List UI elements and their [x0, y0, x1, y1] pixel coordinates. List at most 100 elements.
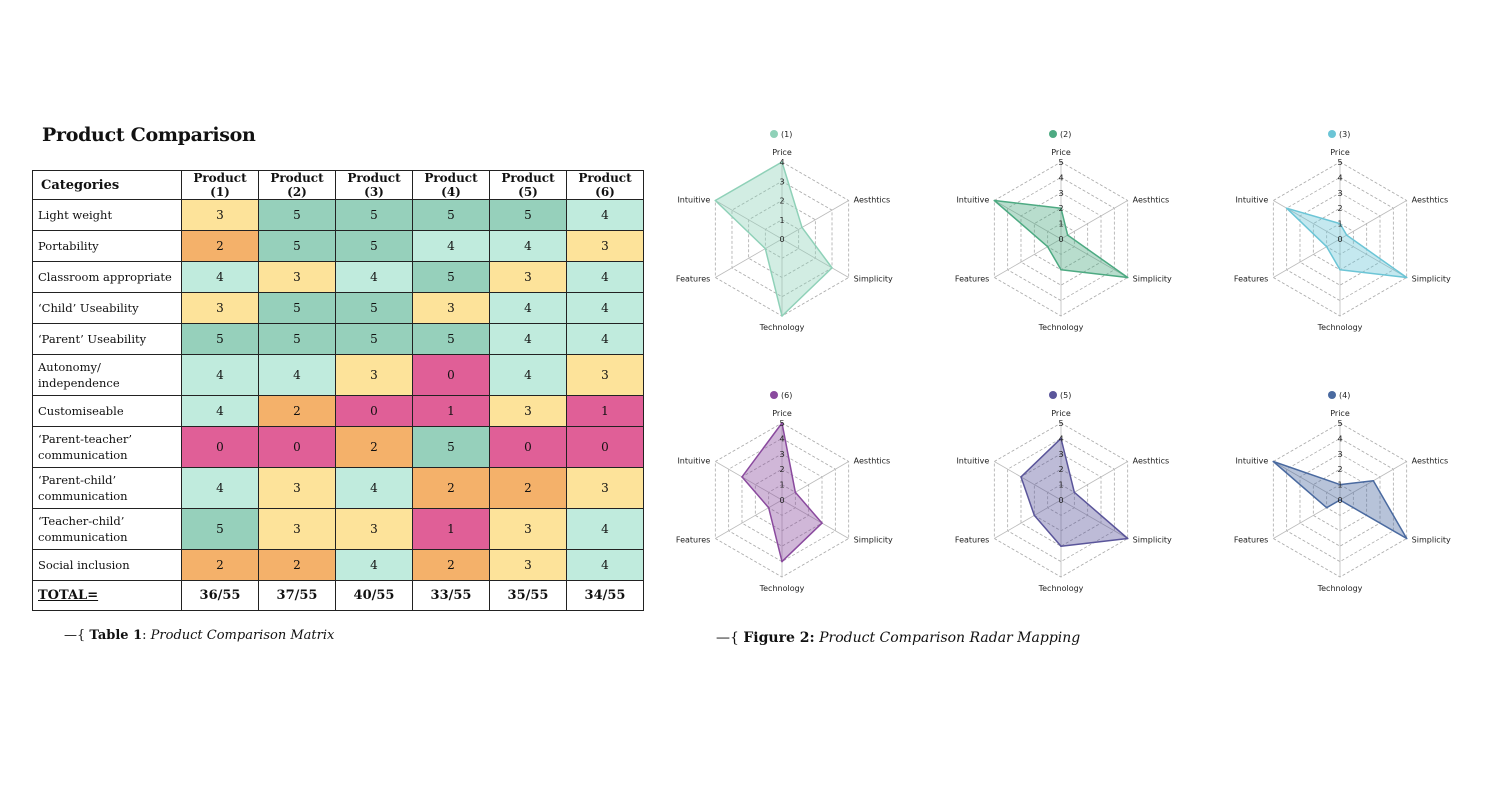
radar-axis-label: Price [1051, 409, 1071, 418]
radar-chart-1: 0 1 2 3 4 Price Aesthtics Simplicity Technology F… [657, 122, 907, 362]
row-category-label: Classroom appropriate [32, 261, 182, 293]
table-row: Customiseable 4 2 0 1 3 1 [32, 395, 644, 427]
row-category-label: ‘Parent-child’ communication [32, 467, 182, 509]
radar-tick-label: 1 [1058, 481, 1063, 490]
table-body: Light weight 3 5 5 5 5 4 Portability 2 5 5 4 4 3 Class… [32, 199, 644, 611]
caption-sep: : [142, 628, 151, 643]
radar-axis-line [994, 499, 1062, 539]
radar-data-point [764, 247, 767, 250]
radar-tick-label: 1 [1058, 220, 1063, 229]
score-cell: 4 [335, 467, 413, 509]
legend-label: (5) [1060, 391, 1071, 400]
radar-data-point [1325, 245, 1328, 248]
row-category-label: ‘Parent’ Useability [32, 323, 182, 355]
legend-label: (1) [781, 130, 792, 139]
score-cell: 5 [412, 199, 490, 231]
row-category-label: ‘Teacher-child’ communication [32, 508, 182, 550]
radar-axis-line [715, 461, 783, 501]
row-category-label: Autonomy/ independence [32, 354, 182, 396]
score-cell: 4 [489, 292, 567, 324]
score-cell: 4 [181, 395, 259, 427]
score-cell: 4 [335, 261, 413, 293]
radar-axis-label: Aesthtics [1412, 457, 1449, 466]
radar-tick-label: 2 [779, 197, 784, 206]
radar-data-point [1060, 207, 1062, 209]
radar-data-point [1020, 476, 1022, 478]
caption-prefix: —{ [64, 628, 90, 643]
score-cell: 3 [489, 549, 567, 581]
radar-axis-label: Technology [1038, 584, 1084, 593]
legend-label: (4) [1339, 391, 1350, 400]
table-row: Light weight 3 5 5 5 5 4 [32, 199, 644, 231]
radar-axis-label: Technology [1317, 323, 1363, 332]
radar-tick-label: 1 [1337, 481, 1342, 490]
radar-axis-label: Price [772, 148, 792, 157]
radar-axis-label: Technology [759, 584, 805, 593]
radar-axis-label: Simplicity [1133, 536, 1172, 545]
table-row: Autonomy/ independence 4 4 3 0 4 3 [32, 354, 644, 396]
score-cell: 4 [489, 354, 567, 396]
row-category-label: Portability [32, 230, 182, 262]
radar-tick-label: 1 [1337, 220, 1342, 229]
product-comparison-table: Categories Product (1) Product (2) Produ… [32, 170, 644, 611]
score-cell: 4 [566, 323, 644, 355]
radar-data-point [781, 422, 783, 424]
score-cell: 0 [412, 354, 490, 396]
score-cell: 3 [181, 292, 259, 324]
score-cell: 1 [566, 395, 644, 427]
radar-axis-line [994, 238, 1062, 278]
radar-data-point [1405, 537, 1408, 540]
radar-data-point [1272, 460, 1275, 463]
radar-tick-label: 5 [1337, 158, 1342, 167]
caption-table-label: Table 1 [89, 628, 143, 643]
radar-axis-label: Features [955, 536, 989, 545]
radar-axis-label: Simplicity [854, 275, 893, 284]
radar-data-point [1325, 506, 1328, 509]
radar-data-point [1339, 483, 1341, 486]
caption-table-title: Product Comparison Matrix [150, 628, 335, 643]
row-category-label: ‘Parent-teacher’ communication [32, 426, 182, 468]
score-cell: 0 [335, 395, 413, 427]
radar-chart-2: 0 1 2 3 4 5 Price Aesthtics Simplicity Technology… [936, 122, 1186, 362]
table-header-row: Categories Product (1) Product (2) Produ… [32, 170, 644, 200]
radar-axis-label: Simplicity [1412, 275, 1451, 284]
score-cell: 4 [566, 508, 644, 550]
legend-label: (3) [1339, 130, 1350, 139]
score-cell: 2 [181, 549, 259, 581]
legend-label: (6) [781, 391, 792, 400]
radar-data-point [1126, 537, 1129, 540]
score-cell: 2 [258, 395, 336, 427]
radar-tick-label: 5 [1058, 158, 1063, 167]
score-cell: 2 [412, 549, 490, 581]
radar-tick-label: 1 [779, 216, 784, 225]
radar-chart-4: 0 1 2 3 4 5 Price Aesthtics Simplicity Technology… [1215, 383, 1465, 623]
radar-axis-label: Simplicity [1412, 536, 1451, 545]
radar-axis-line [1339, 200, 1407, 240]
radar-axis-line [994, 461, 1062, 501]
radar-axis-label: Features [1234, 536, 1268, 545]
caption-figure-title: Product Comparison Radar Mapping [814, 630, 1081, 646]
radar-tick-label: 0 [779, 496, 784, 505]
score-cell: 3 [489, 261, 567, 293]
score-cell: 4 [489, 230, 567, 262]
radar-data-point [767, 506, 770, 509]
radar-axis-label: Intuitive [1235, 457, 1268, 466]
score-cell: 4 [181, 467, 259, 509]
radar-axis-line [1339, 238, 1407, 278]
radar-data-point [794, 491, 797, 494]
header-product-4: Product (4) [412, 170, 490, 200]
radar-tick-label: 2 [1337, 204, 1342, 213]
legend-label: (2) [1060, 130, 1071, 139]
radar-data-point [1345, 234, 1348, 236]
radar-chart-5: 0 1 2 3 4 5 Price Aesthtics Simplicity Technology… [936, 383, 1186, 623]
radar-axis-line [715, 200, 783, 240]
score-cell: 4 [181, 354, 259, 396]
radar-axis-label: Features [955, 275, 989, 284]
score-cell: 4 [566, 549, 644, 581]
radar-data-point [1073, 491, 1076, 494]
radar-axis-line [715, 499, 783, 539]
row-category-label: Social inclusion [32, 549, 182, 581]
radar-tick-label: 0 [1058, 496, 1063, 505]
caption-prefix: —{ [716, 630, 744, 646]
